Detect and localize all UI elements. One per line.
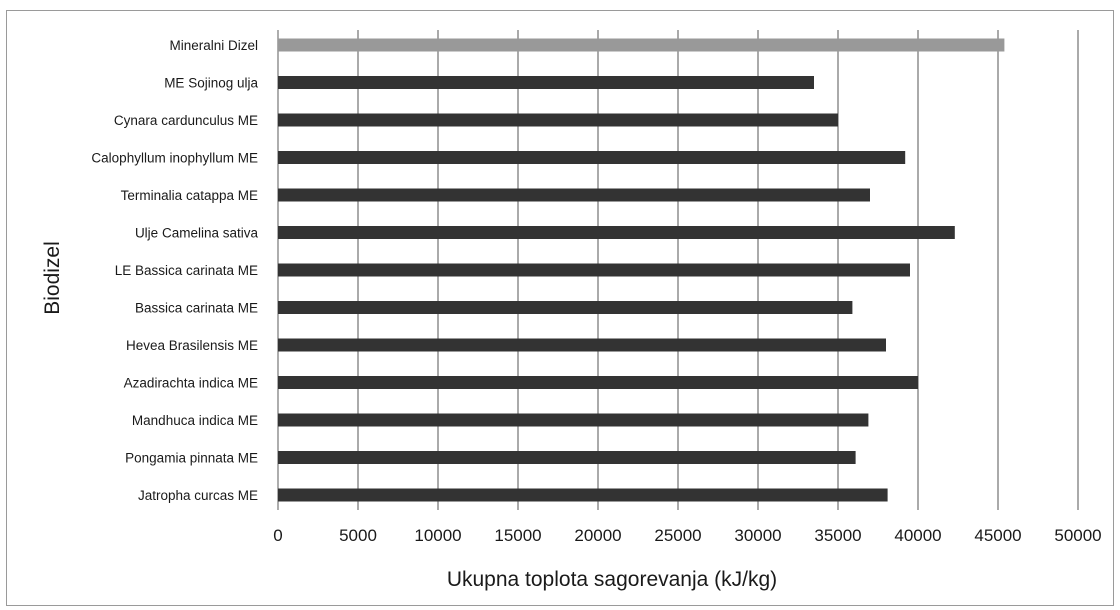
x-tick-label: 30000 (734, 526, 781, 545)
bar (278, 76, 814, 89)
category-label: Mandhuca indica ME (132, 413, 258, 428)
x-tick-label: 35000 (814, 526, 861, 545)
grid-lines (277, 30, 1079, 510)
category-label: Cynara cardunculus ME (114, 113, 258, 128)
category-label: LE Bassica carinata ME (115, 263, 258, 278)
x-tick-label: 25000 (654, 526, 701, 545)
x-axis-title: Ukupna toplota sagorevanja (kJ/kg) (447, 568, 777, 591)
bar (278, 376, 918, 389)
bar (278, 263, 910, 277)
bar (278, 113, 838, 127)
bar (278, 151, 906, 164)
x-tick-label: 45000 (974, 526, 1021, 545)
x-tick-label: 0 (273, 526, 282, 545)
category-label: Jatropha curcas ME (138, 488, 258, 503)
bar (278, 451, 856, 464)
category-label: Mineralni Dizel (169, 38, 258, 53)
category-label: Azadirachta indica ME (124, 376, 258, 391)
chart-frame (6, 10, 1114, 606)
bar (278, 301, 853, 314)
bar (278, 488, 888, 502)
category-label: Pongamia pinnata ME (125, 451, 258, 466)
x-tick-labels: 0 5000 10000 15000 20000 25000 30000 35000 40000… (273, 526, 1101, 545)
x-tick-label: 10000 (414, 526, 461, 545)
category-labels: Mineralni Dizel ME Sojinog ulja Cynara car… (91, 38, 258, 503)
bar (278, 226, 955, 239)
category-label: Calophyllum inophyllum ME (91, 151, 258, 166)
bar (278, 38, 1005, 52)
category-label: ME Sojinog ulja (164, 76, 258, 91)
bar (278, 413, 869, 427)
bar (278, 188, 870, 202)
x-tick-label: 15000 (494, 526, 541, 545)
category-label: Hevea Brasilensis ME (126, 338, 258, 353)
category-label: Bassica carinata ME (135, 301, 258, 316)
x-tick-label: 50000 (1054, 526, 1101, 545)
x-tick-label: 5000 (339, 526, 377, 545)
bar (278, 338, 886, 352)
category-label: Terminalia catappa ME (121, 188, 258, 203)
category-label: Ulje Camelina sativa (135, 226, 259, 241)
y-axis-title: Biodizel (41, 241, 64, 315)
bars (278, 38, 1005, 502)
x-tick-label: 40000 (894, 526, 941, 545)
x-tick-label: 20000 (574, 526, 621, 545)
